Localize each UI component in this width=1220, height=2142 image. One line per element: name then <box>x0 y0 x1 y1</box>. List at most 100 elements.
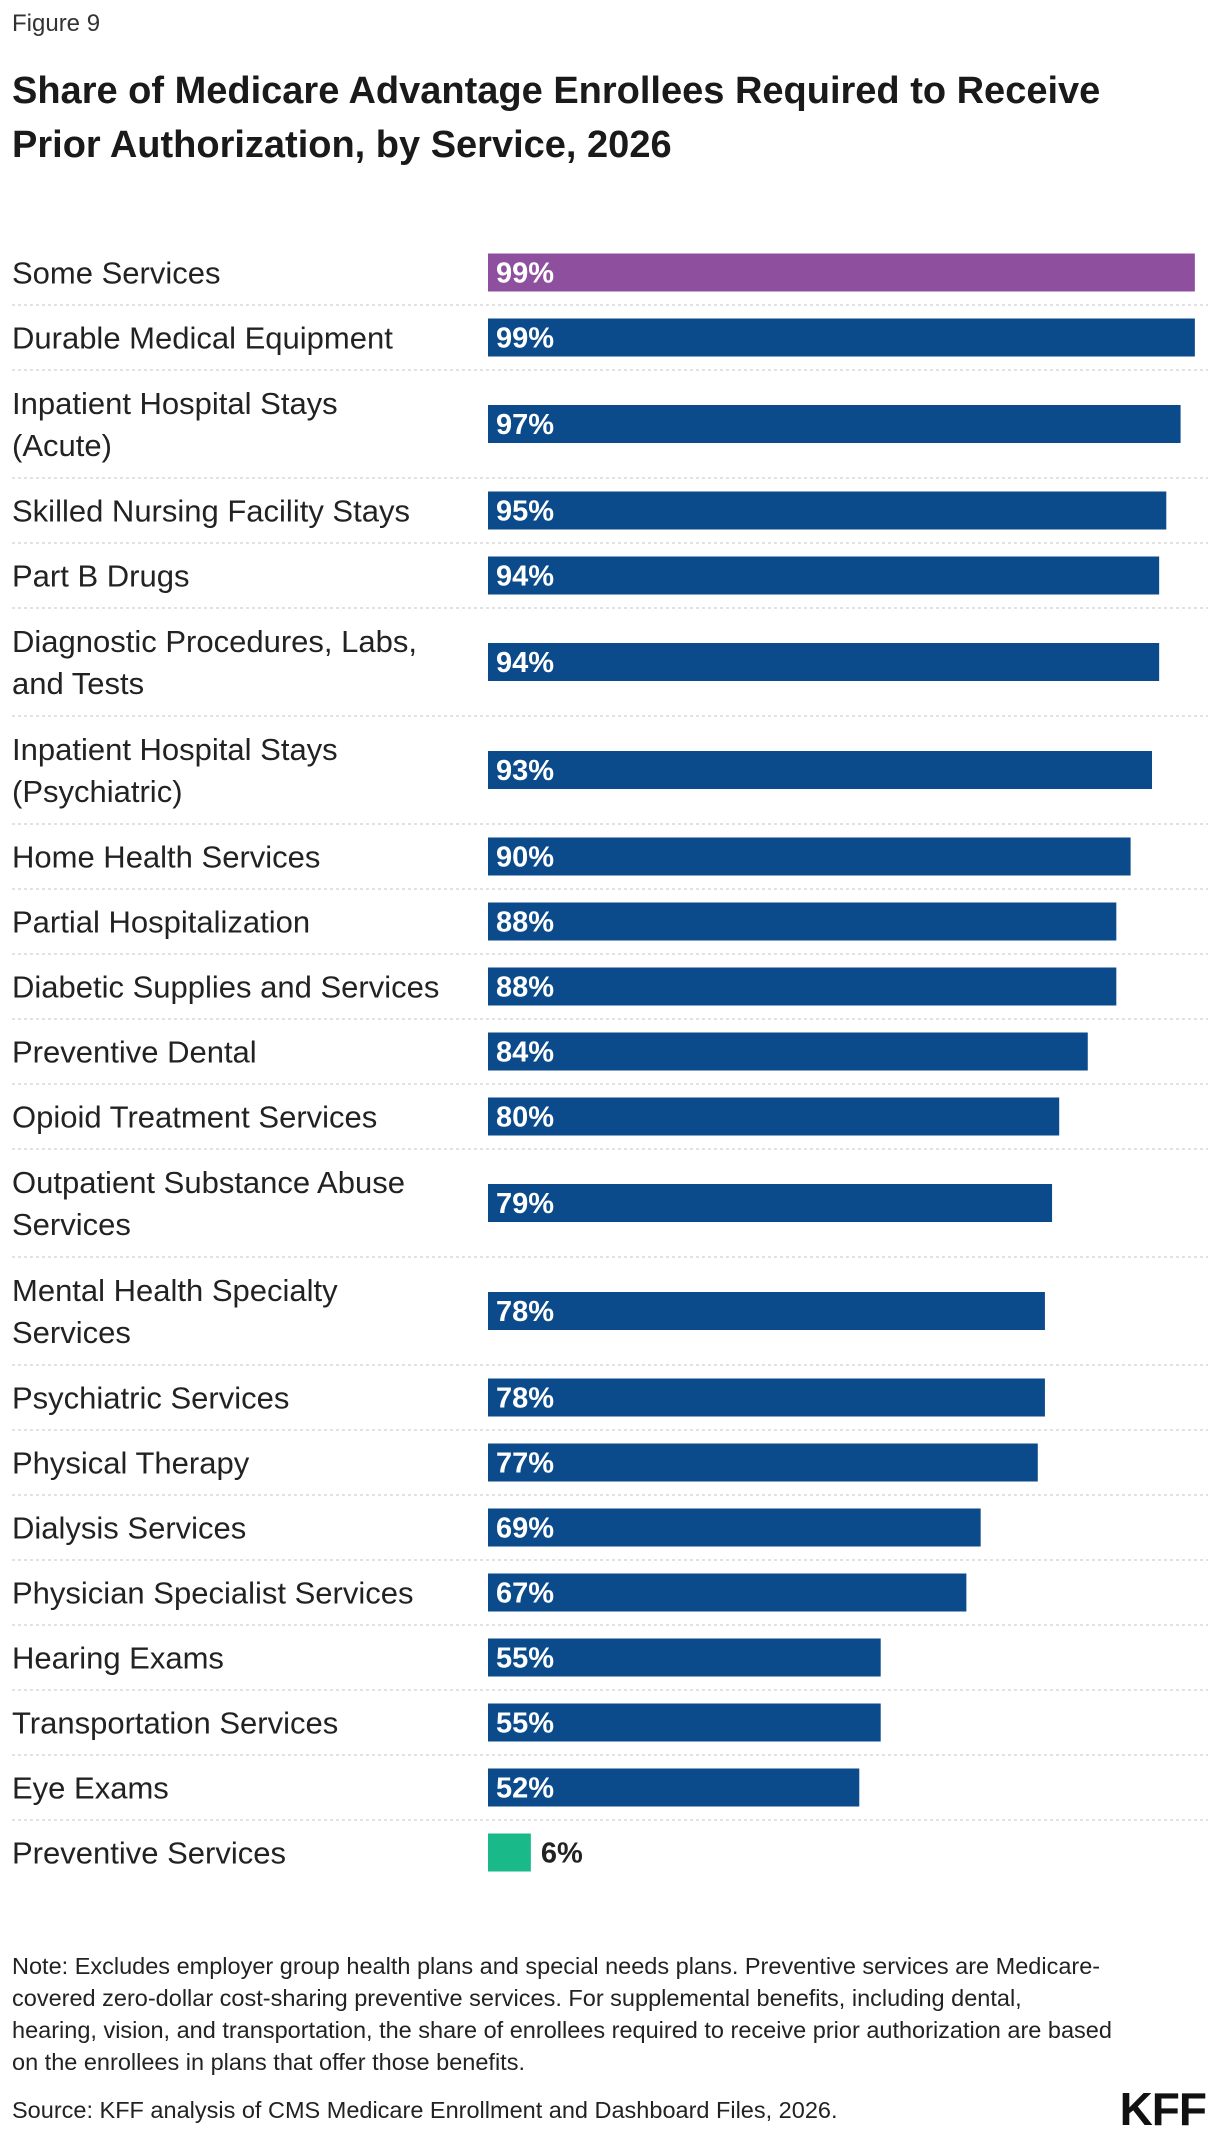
data-label: 55% <box>496 1643 554 1675</box>
chart-title-line-1: Share of Medicare Advantage Enrollees Re… <box>12 70 1101 112</box>
data-label: 52% <box>496 1773 554 1805</box>
bar <box>488 405 1181 443</box>
category-label: Partial Hospitalization <box>12 905 310 940</box>
data-label: 88% <box>496 907 554 939</box>
category-label-line: Hearing Exams <box>12 1641 224 1676</box>
category-label-line: Dialysis Services <box>12 1511 246 1546</box>
chart-title: Share of Medicare Advantage Enrollees Re… <box>12 64 1202 172</box>
figure-label: Figure 9 <box>12 10 101 37</box>
bar <box>488 1443 1038 1482</box>
category-label-line: Outpatient Substance Abuse <box>12 1165 405 1200</box>
category-label-line: Some Services <box>12 256 220 291</box>
bar <box>488 556 1160 595</box>
data-label: 67% <box>496 1578 554 1610</box>
category-label: Eye Exams <box>12 1771 169 1806</box>
bar <box>488 1573 967 1612</box>
category-label-line: Transportation Services <box>12 1706 338 1741</box>
category-label-line: Mental Health Specialty <box>12 1273 338 1308</box>
data-label: 78% <box>496 1383 554 1415</box>
category-label-line: Inpatient Hospital Stays <box>12 732 338 767</box>
bar <box>488 1292 1045 1330</box>
category-label-line: and Tests <box>12 666 144 701</box>
category-label: Transportation Services <box>12 1706 338 1741</box>
category-label: Psychiatric Services <box>12 1381 289 1416</box>
category-label-line: Partial Hospitalization <box>12 905 310 940</box>
bar <box>488 1097 1060 1136</box>
data-label: 90% <box>496 842 554 874</box>
bar <box>488 1378 1045 1417</box>
category-label: Opioid Treatment Services <box>12 1100 377 1135</box>
data-label: 99% <box>496 258 554 290</box>
chart-source: Source: KFF analysis of CMS Medicare Enr… <box>12 2097 838 2123</box>
category-label: Preventive Dental <box>12 1035 257 1070</box>
data-label: 93% <box>496 755 554 787</box>
chart-title-line-2: Prior Authorization, by Service, 2026 <box>12 124 672 166</box>
category-label-line: Diagnostic Procedures, Labs, <box>12 624 417 659</box>
bar <box>488 837 1131 876</box>
data-label: 6% <box>541 1838 583 1870</box>
bar <box>488 1638 881 1677</box>
data-label: 84% <box>496 1037 554 1069</box>
bar <box>488 967 1117 1006</box>
bar <box>488 1032 1088 1071</box>
category-label: Physician Specialist Services <box>12 1576 413 1611</box>
category-label: Dialysis Services <box>12 1511 246 1546</box>
category-label-line: Services <box>12 1207 131 1242</box>
category-label: Diabetic Supplies and Services <box>12 970 439 1005</box>
bar <box>488 751 1153 789</box>
data-label: 80% <box>496 1102 554 1134</box>
data-label: 78% <box>496 1296 554 1328</box>
category-label-line: Psychiatric Services <box>12 1381 289 1416</box>
category-label-line: (Acute) <box>12 428 112 463</box>
category-label: Home Health Services <box>12 840 320 875</box>
bar-chart: Some Services 99% Durable Medical Equipmen… <box>12 253 1208 1872</box>
category-label-line: Inpatient Hospital Stays <box>12 386 338 421</box>
category-label: Durable Medical Equipment <box>12 321 393 356</box>
data-label: 88% <box>496 972 554 1004</box>
category-label: Mental Health Specialty Services <box>12 1273 338 1350</box>
category-label-line: Physician Specialist Services <box>12 1576 413 1611</box>
category-label: Part B Drugs <box>12 559 189 594</box>
bar <box>488 643 1160 681</box>
category-label-line: Skilled Nursing Facility Stays <box>12 494 410 529</box>
bar <box>488 1184 1053 1222</box>
category-label: Physical Therapy <box>12 1446 250 1481</box>
bar <box>488 491 1167 530</box>
category-label-line: Durable Medical Equipment <box>12 321 393 356</box>
data-label: 97% <box>496 409 554 441</box>
category-label-line: Opioid Treatment Services <box>12 1100 377 1135</box>
category-label: Preventive Services <box>12 1836 286 1871</box>
bar <box>488 1833 531 1872</box>
data-label: 94% <box>496 561 554 593</box>
category-label-line: Eye Exams <box>12 1771 169 1806</box>
category-label: Some Services <box>12 256 220 291</box>
bar <box>488 318 1195 357</box>
category-label-line: Services <box>12 1315 131 1350</box>
category-label: Inpatient Hospital Stays (Acute) <box>12 386 338 463</box>
data-label: 79% <box>496 1188 554 1220</box>
category-label-line: Preventive Services <box>12 1836 286 1871</box>
category-label: Inpatient Hospital Stays (Psychiatric) <box>12 732 338 809</box>
bar <box>488 902 1117 941</box>
data-label: 77% <box>496 1448 554 1480</box>
bar <box>488 1703 881 1742</box>
category-label-line: Diabetic Supplies and Services <box>12 970 439 1005</box>
bar <box>488 253 1195 292</box>
category-label: Hearing Exams <box>12 1641 224 1676</box>
category-label: Diagnostic Procedures, Labs, and Tests <box>12 624 417 701</box>
category-label: Outpatient Substance Abuse Services <box>12 1165 405 1242</box>
data-label: 55% <box>496 1708 554 1740</box>
category-label-line: Physical Therapy <box>12 1446 250 1481</box>
category-label-line: Preventive Dental <box>12 1035 257 1070</box>
category-label-line: Part B Drugs <box>12 559 189 594</box>
data-label: 99% <box>496 323 554 355</box>
category-label-line: Home Health Services <box>12 840 320 875</box>
category-label: Skilled Nursing Facility Stays <box>12 494 410 529</box>
chart-note: Note: Excludes employer group health pla… <box>12 1953 1112 2075</box>
data-label: 69% <box>496 1513 554 1545</box>
data-label: 94% <box>496 647 554 679</box>
category-label-line: (Psychiatric) <box>12 774 183 809</box>
kff-logo: KFF <box>1119 2083 1207 2135</box>
bar <box>488 1508 981 1547</box>
data-label: 95% <box>496 496 554 528</box>
